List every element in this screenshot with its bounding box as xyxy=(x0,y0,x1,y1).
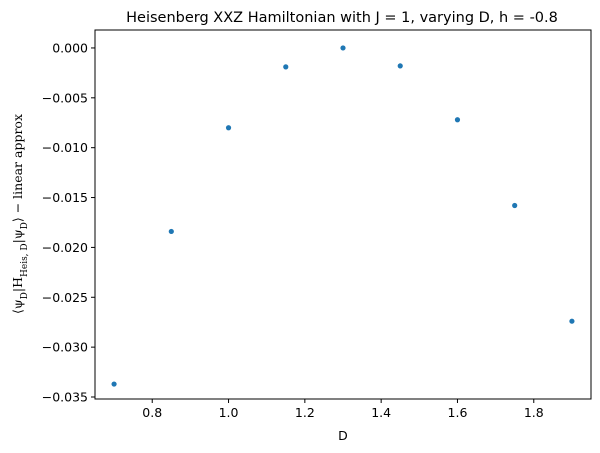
data-point xyxy=(340,45,346,51)
y-tick-label: −0.010 xyxy=(42,140,88,155)
y-tick-label: −0.025 xyxy=(42,290,88,305)
x-tick-label: 0.8 xyxy=(142,405,162,420)
chart-title: Heisenberg XXZ Hamiltonian with J = 1, v… xyxy=(126,10,558,26)
y-tick-label: −0.005 xyxy=(42,90,88,105)
plot-frame xyxy=(94,29,592,400)
y-tick-label: −0.020 xyxy=(42,240,88,255)
x-tick-label: 1.6 xyxy=(448,405,468,420)
x-axis: 0.8 1.0 1.2 1.4 1.6 1.8 xyxy=(142,399,544,420)
x-tick-label: 1.2 xyxy=(295,405,315,420)
y-tick-label: 0.000 xyxy=(52,40,88,55)
data-point xyxy=(225,125,232,131)
y-axis: 0.000 −0.005 −0.010 −0.015 −0.020 −0.025 −0.03… xyxy=(42,40,95,405)
x-tick-label: 1.4 xyxy=(371,405,391,420)
y-label-part: ⟨ψ xyxy=(10,299,25,314)
data-point xyxy=(569,318,575,324)
y-label-part: D xyxy=(20,222,30,229)
data-point xyxy=(283,64,289,70)
data-point xyxy=(111,381,117,387)
x-tick-label: 1.8 xyxy=(524,405,544,420)
plot-area xyxy=(94,29,592,400)
data-point xyxy=(454,117,461,123)
y-label-part: D xyxy=(20,292,30,299)
data-points xyxy=(111,45,575,387)
y-label-part: ⟩ − linear approx xyxy=(10,114,25,222)
y-label-part: |H xyxy=(10,277,25,292)
data-point xyxy=(168,228,174,235)
y-tick-label: −0.015 xyxy=(42,190,88,205)
x-tick-label: 1.0 xyxy=(219,405,239,420)
y-tick-label: −0.035 xyxy=(42,390,88,405)
x-axis-label: D xyxy=(338,428,348,443)
y-label-part: Heis, D xyxy=(20,243,30,277)
data-point xyxy=(397,63,403,69)
y-label-part: |ψ xyxy=(10,229,25,243)
y-tick-label: −0.030 xyxy=(42,340,88,355)
data-point xyxy=(512,202,518,209)
y-axis-label: ⟨ψD|HHeis, D|ψD⟩ − linear approx xyxy=(10,114,30,314)
